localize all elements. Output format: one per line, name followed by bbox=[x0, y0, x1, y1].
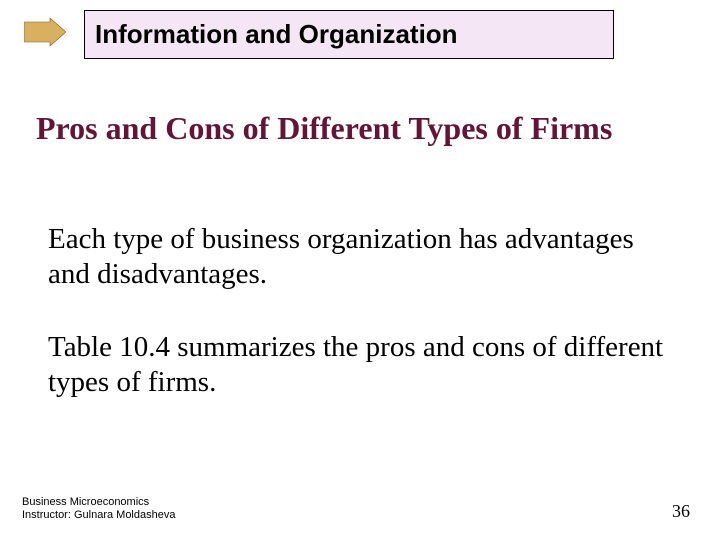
page-number: 36 bbox=[672, 501, 690, 522]
title-box: Information and Organization bbox=[84, 10, 614, 59]
footer-credit: Business Microeconomics Instructor: Guln… bbox=[22, 496, 175, 522]
bullet-arrow-icon bbox=[24, 18, 66, 46]
footer-line-2: Instructor: Gulnara Moldasheva bbox=[22, 509, 175, 522]
slide-title: Information and Organization bbox=[95, 19, 458, 49]
footer-line-1: Business Microeconomics bbox=[22, 496, 175, 509]
body-paragraph-2: Table 10.4 summarizes the pros and cons … bbox=[48, 330, 668, 400]
body-paragraph-1: Each type of business organization has a… bbox=[48, 222, 668, 292]
section-heading: Pros and Cons of Different Types of Firm… bbox=[36, 110, 676, 147]
